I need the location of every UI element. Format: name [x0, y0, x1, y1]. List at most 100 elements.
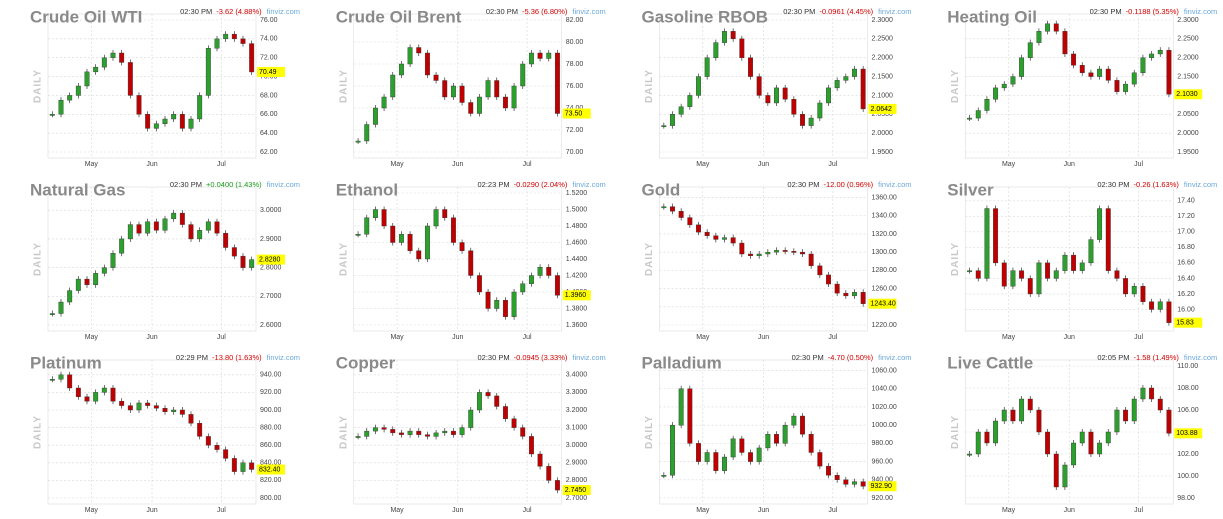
- candle: [381, 427, 387, 430]
- y-tick-label: 1040.00: [872, 386, 897, 393]
- candle: [58, 99, 64, 115]
- time: 02:05 PM: [1097, 353, 1129, 362]
- candle: [223, 33, 229, 40]
- price-label: 73.50: [565, 110, 583, 117]
- candle: [1027, 398, 1033, 411]
- candle: [1027, 278, 1033, 295]
- candle: [993, 420, 999, 444]
- candle: [808, 117, 814, 126]
- candle: [502, 300, 508, 317]
- y-tick-label: 1.9500: [872, 149, 894, 156]
- candle: [205, 436, 211, 446]
- y-tick-label: 72.00: [260, 55, 278, 62]
- candle: [485, 291, 491, 309]
- candle: [1001, 262, 1007, 287]
- candle: [179, 212, 185, 225]
- candle: [390, 225, 396, 243]
- candle: [1001, 409, 1007, 422]
- candle: [1071, 442, 1077, 466]
- chart-panel: 70.00 72.00 74.00 76.00 78.00 80.00 82.00 May Ju…: [336, 7, 606, 168]
- y-tick-label: 82.00: [566, 17, 584, 24]
- axis-label: DAILY: [338, 415, 349, 449]
- candle: [355, 140, 361, 143]
- candle: [975, 110, 981, 119]
- source: finviz.com: [1184, 180, 1217, 189]
- y-tick-label: 98.00: [1177, 495, 1195, 502]
- y-tick-label: 1.5200: [566, 190, 588, 197]
- y-tick-label: 68.00: [260, 92, 278, 99]
- time: 02:30 PM: [792, 353, 824, 362]
- candle: [364, 430, 370, 437]
- candle: [136, 402, 142, 411]
- y-tick-label: 3.4000: [566, 372, 588, 379]
- candle: [58, 374, 64, 380]
- candle: [162, 118, 168, 124]
- candle: [722, 31, 727, 43]
- candle: [136, 95, 142, 115]
- candle: [494, 300, 500, 309]
- time: 02:30 PM: [180, 7, 212, 16]
- candle: [774, 250, 779, 253]
- x-tick-label: May: [1002, 161, 1016, 168]
- x-tick-label: Jul: [217, 507, 226, 514]
- candle: [450, 217, 456, 243]
- candle: [110, 253, 116, 268]
- candle: [817, 452, 823, 467]
- candle: [468, 102, 474, 114]
- x-tick-label: Jul: [828, 161, 837, 168]
- chart-panel: 62.0064.0066.0068.0070.0072.0074.0076.00…: [30, 7, 300, 168]
- candle: [975, 270, 981, 279]
- candle: [153, 221, 159, 231]
- candle: [84, 278, 90, 286]
- candle: [537, 52, 543, 59]
- candle: [459, 427, 465, 435]
- candle: [713, 235, 719, 240]
- y-tick-label: 1.4600: [566, 239, 588, 246]
- x-tick-label: Jun: [452, 334, 463, 341]
- axis-label: DAILY: [338, 242, 349, 276]
- candle: [424, 434, 430, 437]
- candle: [1045, 23, 1051, 32]
- change: -3.62 (4.88%): [216, 7, 262, 16]
- price-box: [257, 66, 285, 77]
- candle: [993, 87, 999, 100]
- candle: [1105, 208, 1111, 271]
- y-tick-label: 1280.00: [872, 267, 897, 274]
- candle: [468, 250, 474, 276]
- candle: [817, 265, 823, 276]
- chart-title: Ethanol: [336, 180, 398, 199]
- candle: [774, 87, 779, 104]
- candle: [372, 107, 378, 125]
- axis-label: DAILY: [338, 69, 349, 103]
- candle: [704, 231, 710, 236]
- chart-title: Gold: [642, 180, 681, 199]
- source: finviz.com: [878, 7, 911, 16]
- candle: [162, 408, 168, 412]
- candle: [433, 432, 439, 437]
- price-box: [868, 103, 897, 114]
- chart-panel: 2.7000 2.8000 2.9000 3.0000 3.1000 3.2000 3.30…: [336, 353, 606, 514]
- x-tick-label: Jul: [217, 161, 226, 168]
- candle: [852, 68, 857, 77]
- y-tick-label: 2.1500: [1177, 73, 1199, 80]
- candle: [1166, 301, 1172, 323]
- candle: [1036, 31, 1042, 43]
- y-tick-label: 2.2500: [872, 36, 894, 43]
- candle: [416, 250, 422, 260]
- y-tick-label: 860.00: [260, 442, 282, 449]
- y-tick-label: 1060.00: [872, 367, 897, 374]
- chart-panel: 1.95002.00002.05002.10002.15002.20002.25…: [947, 7, 1217, 168]
- candle: [1123, 409, 1129, 422]
- candle: [1010, 270, 1016, 287]
- candle: [1079, 65, 1085, 73]
- chart-panel: 98.00100.00102.00104.00106.00108.00110.0…: [947, 353, 1217, 514]
- x-tick-label: Jun: [146, 161, 157, 168]
- y-tick-label: 960.00: [872, 458, 894, 465]
- candle: [372, 427, 378, 432]
- candle: [188, 118, 194, 129]
- candle: [205, 221, 211, 231]
- time: 02:30 PM: [478, 353, 510, 362]
- time: 02:30 PM: [170, 180, 202, 189]
- candle: [748, 452, 753, 462]
- candle: [984, 98, 990, 111]
